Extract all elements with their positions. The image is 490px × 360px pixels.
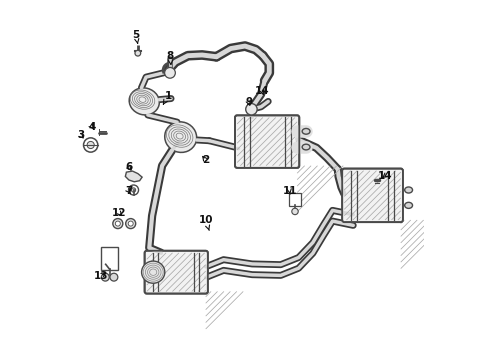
Text: 10: 10	[198, 215, 213, 230]
Text: 9: 9	[245, 97, 252, 107]
Ellipse shape	[302, 144, 310, 150]
Circle shape	[131, 188, 136, 192]
Ellipse shape	[142, 261, 165, 283]
Circle shape	[245, 104, 257, 115]
Polygon shape	[125, 171, 142, 182]
FancyBboxPatch shape	[145, 251, 208, 294]
Circle shape	[126, 219, 136, 229]
FancyBboxPatch shape	[342, 168, 403, 222]
Ellipse shape	[405, 202, 413, 208]
Circle shape	[165, 67, 175, 78]
FancyBboxPatch shape	[101, 247, 118, 270]
Text: 6: 6	[125, 162, 132, 172]
Text: 4: 4	[88, 122, 96, 132]
Text: 14: 14	[378, 171, 392, 181]
Circle shape	[113, 219, 123, 229]
Circle shape	[292, 208, 298, 215]
Circle shape	[101, 273, 109, 281]
Circle shape	[135, 50, 141, 56]
FancyBboxPatch shape	[235, 115, 299, 168]
Text: 11: 11	[282, 186, 297, 197]
Text: 8: 8	[167, 51, 173, 64]
Text: 2: 2	[202, 156, 209, 165]
Circle shape	[110, 273, 118, 281]
Text: 12: 12	[112, 208, 126, 218]
Text: 13: 13	[94, 271, 109, 281]
Circle shape	[128, 185, 139, 195]
Circle shape	[83, 138, 98, 152]
Text: 14: 14	[255, 86, 270, 96]
Circle shape	[87, 141, 94, 149]
Circle shape	[128, 221, 133, 226]
Text: 7: 7	[125, 186, 133, 197]
Text: 1: 1	[163, 91, 172, 104]
Ellipse shape	[302, 129, 310, 134]
FancyBboxPatch shape	[289, 193, 301, 206]
Ellipse shape	[165, 122, 196, 152]
Text: 5: 5	[132, 30, 140, 43]
Circle shape	[115, 221, 121, 226]
Ellipse shape	[129, 88, 159, 115]
Ellipse shape	[405, 187, 413, 193]
Text: 3: 3	[77, 130, 84, 140]
